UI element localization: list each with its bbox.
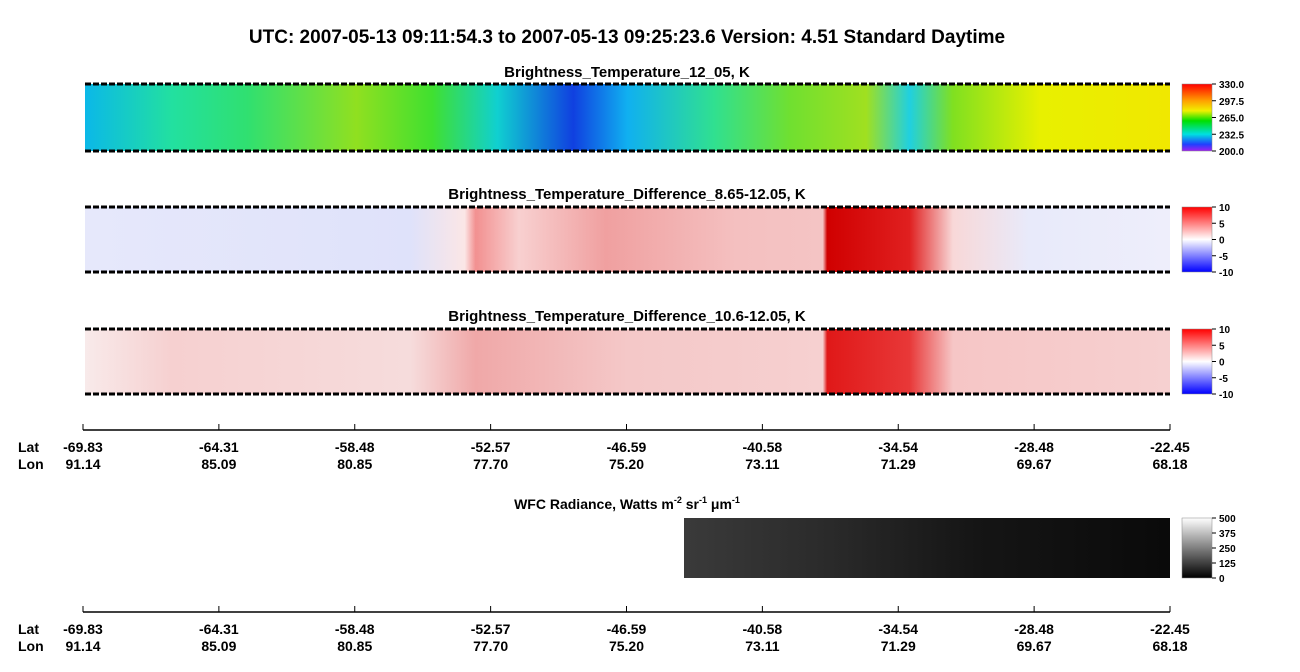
colorbar-label: 10 — [1219, 325, 1231, 336]
axis-label: Lat — [18, 621, 39, 637]
lat-label: -46.59 — [607, 621, 647, 637]
lon-label: 77.70 — [473, 638, 508, 654]
panel-title: WFC Radiance, Watts m-2 sr-1 μm-1 — [514, 495, 740, 512]
lat-label: -40.58 — [743, 439, 783, 455]
lat-label: -52.57 — [471, 621, 511, 637]
colorbar-label: 0 — [1219, 574, 1225, 585]
colorbar — [1181, 83, 1213, 152]
lon-label: 68.18 — [1152, 638, 1187, 654]
lat-label: -40.58 — [743, 621, 783, 637]
image-swath — [85, 84, 1170, 151]
lat-label: -28.48 — [1014, 439, 1054, 455]
lon-label: 91.14 — [65, 456, 100, 472]
title: UTC: 2007-05-13 09:11:54.3 to 2007-05-13… — [249, 27, 1005, 48]
lat-label: -69.83 — [63, 621, 103, 637]
axis-label: Lon — [18, 456, 44, 472]
colorbar — [1181, 206, 1213, 273]
lon-label: 73.11 — [745, 456, 779, 472]
axis-label: Lon — [18, 638, 44, 654]
lon-label: 71.29 — [881, 638, 916, 654]
lat-label: -22.45 — [1150, 621, 1190, 637]
panel-title: Brightness_Temperature_12_05, K — [504, 64, 750, 81]
colorbar-label: -10 — [1219, 268, 1234, 279]
panel-title: Brightness_Temperature_Difference_8.65-1… — [448, 186, 806, 203]
image-swath — [85, 207, 1170, 272]
lat-label: -28.48 — [1014, 621, 1054, 637]
title-part: μm — [707, 496, 732, 512]
lon-label: 77.70 — [473, 456, 508, 472]
colorbar-label: 375 — [1219, 529, 1236, 540]
lon-label: 85.09 — [201, 638, 236, 654]
lat-label: -52.57 — [471, 439, 511, 455]
lon-label: 69.67 — [1017, 456, 1052, 472]
colorbar-label: -5 — [1219, 252, 1228, 263]
axis-label: Lat — [18, 439, 39, 455]
title-part: -2 — [674, 495, 682, 505]
title-part: -1 — [699, 495, 707, 505]
lat-label: -64.31 — [199, 621, 239, 637]
colorbar-label: 250 — [1219, 544, 1236, 555]
lon-label: 80.85 — [337, 456, 372, 472]
colorbar-label: 297.5 — [1219, 97, 1244, 108]
lon-label: 71.29 — [881, 456, 916, 472]
lon-label: 68.18 — [1152, 456, 1187, 472]
colorbar-label: 0 — [1219, 236, 1225, 247]
title-part: sr — [682, 496, 700, 512]
lon-label: 80.85 — [337, 638, 372, 654]
lon-label: 75.20 — [609, 638, 644, 654]
image-swath — [85, 329, 1170, 394]
lat-label: -34.54 — [878, 621, 918, 637]
lat-label: -69.83 — [63, 439, 103, 455]
lat-label: -58.48 — [335, 439, 375, 455]
colorbar-label: 5 — [1219, 341, 1225, 352]
colorbar-label: 5 — [1219, 219, 1225, 230]
colorbar-label: 0 — [1219, 358, 1225, 369]
lat-label: -22.45 — [1150, 439, 1190, 455]
panel-title: Brightness_Temperature_Difference_10.6-1… — [448, 308, 806, 325]
title-part: -1 — [732, 495, 740, 505]
colorbar-label: 10 — [1219, 203, 1231, 214]
lon-label: 73.11 — [745, 638, 779, 654]
colorbar-label: -10 — [1219, 390, 1234, 401]
colorbar-label: 330.0 — [1219, 80, 1244, 91]
lon-label: 69.67 — [1017, 638, 1052, 654]
colorbar-label: 500 — [1219, 514, 1236, 525]
lat-label: -34.54 — [878, 439, 918, 455]
colorbar-label: -5 — [1219, 374, 1228, 385]
lat-label: -46.59 — [607, 439, 647, 455]
colorbar-label: 200.0 — [1219, 147, 1244, 158]
colorbar — [1181, 517, 1213, 579]
colorbar-label: 265.0 — [1219, 114, 1244, 125]
lat-label: -64.31 — [199, 439, 239, 455]
colorbar-label: 125 — [1219, 559, 1236, 570]
colorbar — [1181, 328, 1213, 395]
image-swath — [684, 518, 1170, 578]
lon-label: 75.20 — [609, 456, 644, 472]
colorbar-label: 232.5 — [1219, 130, 1244, 141]
lat-label: -58.48 — [335, 621, 375, 637]
lon-label: 91.14 — [65, 638, 100, 654]
title-part: WFC Radiance, Watts m — [514, 496, 674, 512]
lon-label: 85.09 — [201, 456, 236, 472]
